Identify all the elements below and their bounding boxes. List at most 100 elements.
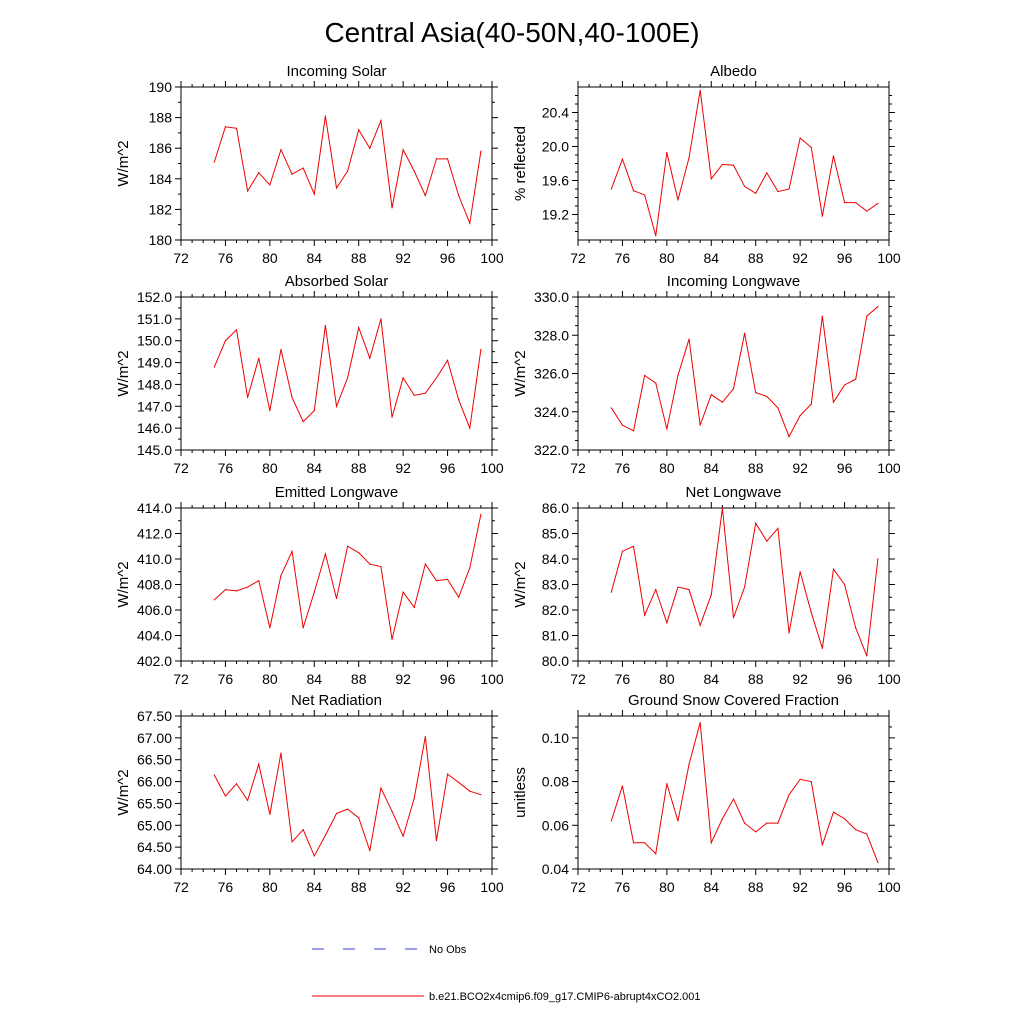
data-point	[821, 315, 823, 317]
y-tick-label: 184	[149, 171, 173, 187]
y-tick-label: 0.04	[542, 861, 569, 877]
data-point	[413, 170, 415, 172]
y-tick-label: 85.0	[542, 526, 569, 542]
panel-3: Absorbed Solar 72 76 80 84 88 92 96 100 145.0 146.…	[115, 273, 504, 476]
data-point	[413, 606, 415, 609]
x-tick-label: 96	[837, 879, 853, 895]
y-tick-label: 145.0	[137, 442, 172, 458]
y-tick-label: 324.0	[534, 404, 569, 420]
y-axis-label: % reflected	[512, 126, 529, 201]
data-point	[313, 591, 315, 593]
data-point	[677, 374, 679, 377]
data-point	[302, 829, 304, 831]
y-tick-label: 404.0	[137, 628, 172, 644]
data-point	[335, 187, 338, 189]
plot-frame	[180, 507, 493, 662]
x-tick-label: 84	[703, 460, 719, 476]
data-point	[655, 853, 657, 855]
data-point	[632, 545, 635, 547]
y-tick-label: 67.50	[137, 708, 172, 724]
data-point	[644, 842, 646, 844]
panel-title: Ground Snow Covered Fraction	[628, 692, 839, 709]
plot-frame	[577, 715, 890, 870]
data-point	[699, 424, 701, 426]
data-point	[469, 567, 471, 569]
data-point	[710, 594, 712, 596]
y-tick-label: 65.50	[137, 795, 172, 811]
y-tick-label: 190	[149, 79, 173, 95]
x-tick-label: 92	[395, 671, 411, 687]
data-point	[755, 392, 757, 394]
x-tick-label: 92	[395, 250, 411, 266]
data-point	[347, 170, 349, 172]
data-point	[666, 428, 668, 430]
y-tick-label: 180	[149, 232, 173, 248]
data-point	[655, 589, 657, 591]
data-point	[347, 377, 349, 379]
series-line	[610, 90, 879, 236]
x-tick-label: 84	[306, 250, 322, 266]
data-point	[855, 202, 857, 204]
x-tick-label: 84	[306, 879, 322, 895]
x-tick-label: 80	[659, 879, 675, 895]
x-tick-label: 80	[659, 460, 675, 476]
data-point	[843, 583, 846, 586]
data-point	[380, 787, 382, 789]
data-point	[744, 822, 746, 824]
y-tick-label: 67.00	[137, 730, 172, 746]
legend-model-label: b.e21.BCO2x4cmip6.f09_g17.CMIP6-abrupt4x…	[429, 991, 701, 1003]
data-point	[224, 126, 227, 128]
data-point	[480, 348, 482, 351]
y-tick-label: 19.2	[542, 207, 569, 223]
y-tick-label: 64.00	[137, 861, 172, 877]
x-tick-label: 76	[615, 879, 631, 895]
data-point	[744, 586, 746, 588]
data-point	[832, 568, 835, 570]
x-tick-label: 96	[440, 879, 456, 895]
data-point	[644, 374, 646, 377]
series-line	[213, 514, 482, 640]
data-point	[610, 407, 612, 409]
y-tick-label: 182	[149, 201, 173, 217]
data-point	[302, 420, 304, 423]
data-point	[821, 647, 823, 649]
x-tick-label: 76	[218, 879, 234, 895]
data-point	[402, 377, 404, 379]
panel-7: Net Radiation 72 76 80 84 88 92 96 100 64.00 64.50…	[115, 692, 504, 895]
data-point	[744, 185, 746, 188]
data-point	[610, 591, 612, 593]
y-tick-label: 147.0	[137, 398, 172, 414]
panels: Incoming Solar 72 76 80 84 88 92 96 100 180 182 184…	[115, 63, 901, 895]
x-tick-label: 76	[615, 460, 631, 476]
y-tick-label: 186	[149, 140, 173, 156]
y-tick-label: 151.0	[137, 311, 172, 327]
x-tick-label: 100	[877, 671, 901, 687]
x-tick-label: 76	[615, 250, 631, 266]
data-point	[213, 774, 215, 776]
y-tick-label: 148.0	[137, 376, 172, 392]
data-point	[224, 340, 227, 342]
plot-frame	[577, 86, 890, 241]
y-tick-label: 152.0	[137, 289, 172, 305]
x-tick-label: 72	[173, 671, 189, 687]
y-tick-label: 146.0	[137, 420, 172, 436]
data-point	[732, 164, 735, 166]
data-point	[832, 401, 835, 403]
x-tick-label: 100	[480, 250, 504, 266]
legend: No Obs b.e21.BCO2x4cmip6.f09_g17.CMIP6-a…	[312, 944, 701, 1003]
y-tick-label: 84.0	[542, 551, 569, 567]
data-point	[843, 384, 846, 386]
data-point	[799, 571, 801, 573]
data-point	[677, 586, 679, 588]
data-point	[291, 173, 293, 175]
data-point	[788, 794, 790, 796]
x-tick-label: 100	[877, 879, 901, 895]
data-point	[280, 149, 282, 151]
data-point	[235, 127, 238, 129]
x-tick-label: 88	[748, 250, 764, 266]
data-point	[610, 188, 612, 190]
data-point	[699, 624, 701, 626]
data-point	[632, 190, 635, 192]
y-axis-label: unitless	[512, 767, 529, 818]
